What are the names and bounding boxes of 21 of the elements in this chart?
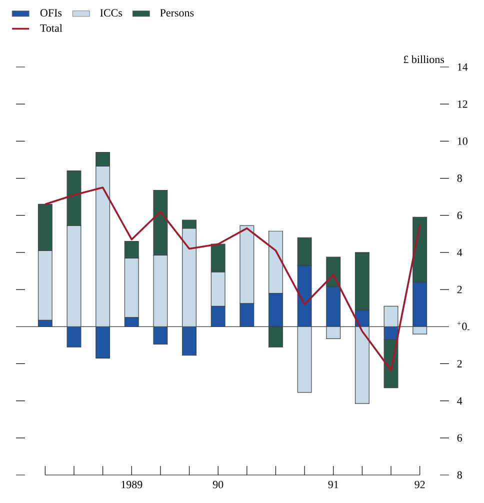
y-tick-label: 10 [458,137,468,145]
legend-label: OFIs [40,9,62,17]
y-tick-label: 6 [457,434,462,442]
y-tick-label: $^{+}$0$_{-}$ [457,322,470,330]
y-tick-label: 4 [457,397,462,404]
y-tick-label: 12 [458,100,468,108]
y-tick-label: 8 [457,174,462,182]
y-tick-label: 8 [457,471,462,479]
y-tick-label: 6 [457,212,462,220]
legend-label: Total [40,24,62,32]
y-tick-label: 4 [457,248,462,256]
y-axis-title: £ billions [404,55,444,64]
x-tick-label: 90 [212,480,224,488]
x-tick-label: 92 [414,480,425,488]
y-tick-label: 14 [458,63,468,71]
legend-label: ICCs [100,9,122,17]
x-tick-label: 1989 [122,480,142,488]
x-tick-label: 91 [328,480,338,488]
y-tick-label: 2 [457,360,462,368]
y-tick-label: 2 [457,286,462,294]
legend-label: Persons [160,9,194,17]
